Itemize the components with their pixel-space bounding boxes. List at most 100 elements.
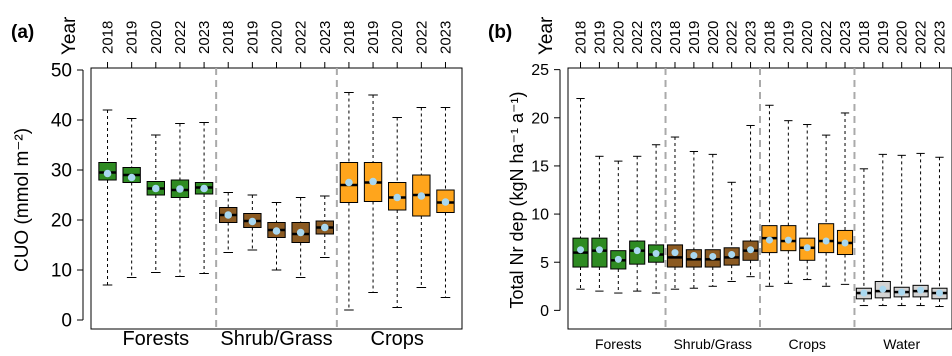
- box-crops-2023: [436, 107, 455, 298]
- year-axis-label: Year: [59, 16, 80, 55]
- mean-point: [860, 289, 868, 297]
- year-tick-label: 2022: [293, 21, 310, 54]
- box-crops-2018: [761, 104, 778, 287]
- mean-point: [441, 198, 450, 206]
- group-label: Forests: [595, 336, 642, 352]
- mean-point: [633, 247, 641, 255]
- mean-point: [709, 252, 717, 260]
- mean-point: [671, 249, 679, 257]
- mean-point: [345, 178, 353, 187]
- mean-point: [879, 285, 887, 293]
- year-tick-label: 2023: [743, 21, 760, 54]
- y-tick-label: 40: [51, 111, 72, 132]
- group-label: Crops: [789, 336, 826, 352]
- mean-point: [320, 223, 329, 232]
- box-water-2018: [855, 168, 872, 307]
- box-forests-2020: [610, 160, 627, 294]
- mean-point: [747, 246, 755, 254]
- y-axis-title: Total Nr dep (kgN ha⁻¹ a⁻¹): [507, 91, 527, 308]
- year-tick-label: 2020: [610, 21, 627, 54]
- mean-point: [841, 239, 849, 247]
- box-shrub-grass-2022: [723, 181, 740, 282]
- year-tick-label: 2020: [148, 21, 165, 54]
- year-tick-label: 2018: [667, 21, 684, 54]
- mean-point: [765, 236, 773, 244]
- year-tick-label: 2022: [629, 21, 646, 54]
- box-shrub-grass-2019: [243, 194, 262, 251]
- y-tick-label: 0: [61, 311, 72, 332]
- mean-point: [784, 236, 792, 244]
- year-axis-label: Year: [536, 16, 557, 55]
- box-forests-2018: [98, 109, 117, 286]
- box-water-2020: [893, 154, 910, 307]
- mean-point: [614, 255, 622, 263]
- y-tick-label: 50: [51, 61, 72, 82]
- group-label: Water: [883, 336, 920, 352]
- y-tick-label: 30: [51, 161, 72, 182]
- year-tick-label: 2020: [894, 21, 911, 54]
- y-tick-label: 0: [540, 303, 549, 320]
- year-tick-label: 2019: [124, 21, 141, 54]
- year-tick-label: 2018: [341, 21, 358, 54]
- mean-point: [728, 251, 736, 259]
- box-forests-2023: [648, 144, 665, 294]
- year-tick-label: 2019: [591, 21, 608, 54]
- year-tick-label: 2019: [875, 21, 892, 54]
- year-tick-label: 2023: [837, 21, 854, 54]
- group-label: Shrub/Grass: [220, 328, 332, 350]
- box-water-2022: [912, 152, 929, 307]
- year-tick-label: 2019: [686, 21, 703, 54]
- year-tick-label: 2020: [389, 21, 406, 54]
- mean-point: [917, 286, 925, 294]
- box-forests-2018: [572, 98, 589, 290]
- box-forests-2022: [629, 155, 646, 292]
- box-crops-2020: [388, 117, 407, 308]
- box-shrub-grass-2020: [267, 202, 286, 271]
- year-tick-label: 2020: [269, 21, 286, 54]
- box-crops-2022: [412, 107, 431, 288]
- box-crops-2018: [339, 92, 359, 311]
- box-crops-2023: [836, 112, 854, 285]
- box-shrub-grass-2018: [219, 192, 238, 253]
- mean-point: [652, 250, 660, 258]
- year-tick-label: 2022: [413, 21, 430, 54]
- year-tick-label: 2023: [437, 21, 454, 54]
- panel-label: (b): [488, 22, 512, 43]
- box-crops-2019: [780, 120, 797, 284]
- y-tick-label: 10: [51, 261, 72, 282]
- y-tick-label: 20: [531, 110, 549, 127]
- year-tick-label: 2020: [799, 21, 816, 54]
- y-tick-label: 25: [531, 62, 549, 79]
- mean-point: [577, 246, 585, 254]
- year-tick-label: 2018: [100, 21, 117, 54]
- year-tick-label: 2018: [856, 21, 873, 54]
- box-shrub-grass-2019: [685, 150, 702, 289]
- mean-point: [296, 228, 305, 237]
- group-label: Forests: [122, 328, 189, 350]
- box-shrub-grass-2022: [291, 197, 310, 278]
- box-shrub-grass-2023: [315, 195, 334, 258]
- year-tick-label: 2022: [724, 21, 741, 54]
- mean-point: [898, 288, 906, 296]
- year-tick-label: 2019: [365, 21, 382, 54]
- mean-point: [224, 211, 233, 219]
- box-crops-2019: [363, 94, 383, 293]
- mean-point: [272, 227, 281, 235]
- mean-point: [417, 192, 426, 200]
- year-tick-label: 2019: [780, 21, 797, 54]
- year-tick-label: 2023: [931, 21, 948, 54]
- mean-point: [127, 173, 136, 182]
- year-tick-label: 2022: [913, 21, 930, 54]
- box-shrub-grass-2018: [666, 136, 684, 290]
- box-shrub-grass-2020: [704, 153, 721, 287]
- box-forests-2023: [194, 122, 214, 274]
- box-forests-2022: [170, 123, 190, 277]
- mean-point: [595, 246, 603, 254]
- year-tick-label: 2023: [648, 21, 665, 54]
- group-label: Shrub/Grass: [673, 336, 752, 352]
- year-tick-label: 2018: [761, 21, 778, 54]
- box-forests-2019: [591, 155, 608, 292]
- mean-point: [152, 184, 160, 193]
